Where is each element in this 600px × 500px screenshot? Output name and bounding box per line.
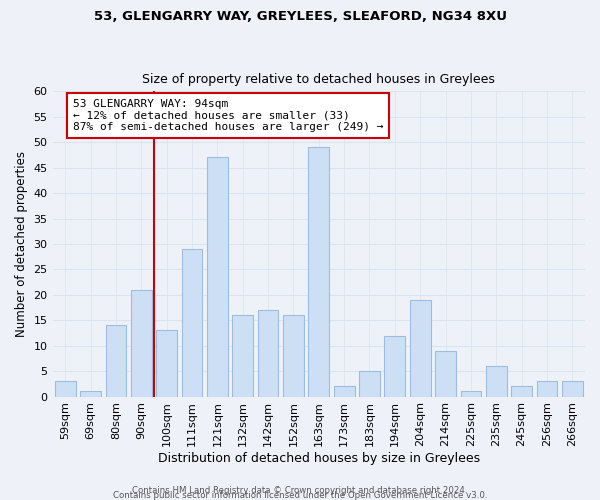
Bar (511, 386, 532, 396)
Bar (131, 290, 152, 397)
Bar (410, 300, 431, 396)
Text: 53, GLENGARRY WAY, GREYLEES, SLEAFORD, NG34 8XU: 53, GLENGARRY WAY, GREYLEES, SLEAFORD, N… (94, 10, 506, 23)
Bar (232, 315, 253, 396)
Bar (359, 371, 380, 396)
Bar (80, 392, 101, 396)
Bar (257, 310, 278, 396)
Bar (562, 382, 583, 396)
Bar (385, 336, 405, 396)
Bar (106, 326, 127, 396)
Title: Size of property relative to detached houses in Greylees: Size of property relative to detached ho… (142, 73, 495, 86)
Bar (156, 330, 177, 396)
Bar (334, 386, 355, 396)
Bar (182, 249, 202, 396)
Bar (207, 158, 228, 396)
Text: 53 GLENGARRY WAY: 94sqm
← 12% of detached houses are smaller (33)
87% of semi-de: 53 GLENGARRY WAY: 94sqm ← 12% of detache… (73, 99, 383, 132)
Bar (461, 392, 481, 396)
Bar (55, 382, 76, 396)
Text: Contains HM Land Registry data © Crown copyright and database right 2024.: Contains HM Land Registry data © Crown c… (132, 486, 468, 495)
Bar (486, 366, 506, 396)
X-axis label: Distribution of detached houses by size in Greylees: Distribution of detached houses by size … (158, 452, 480, 465)
Bar (308, 148, 329, 396)
Bar (283, 315, 304, 396)
Bar (435, 351, 456, 397)
Bar (536, 382, 557, 396)
Y-axis label: Number of detached properties: Number of detached properties (15, 151, 28, 337)
Text: Contains public sector information licensed under the Open Government Licence v3: Contains public sector information licen… (113, 490, 487, 500)
